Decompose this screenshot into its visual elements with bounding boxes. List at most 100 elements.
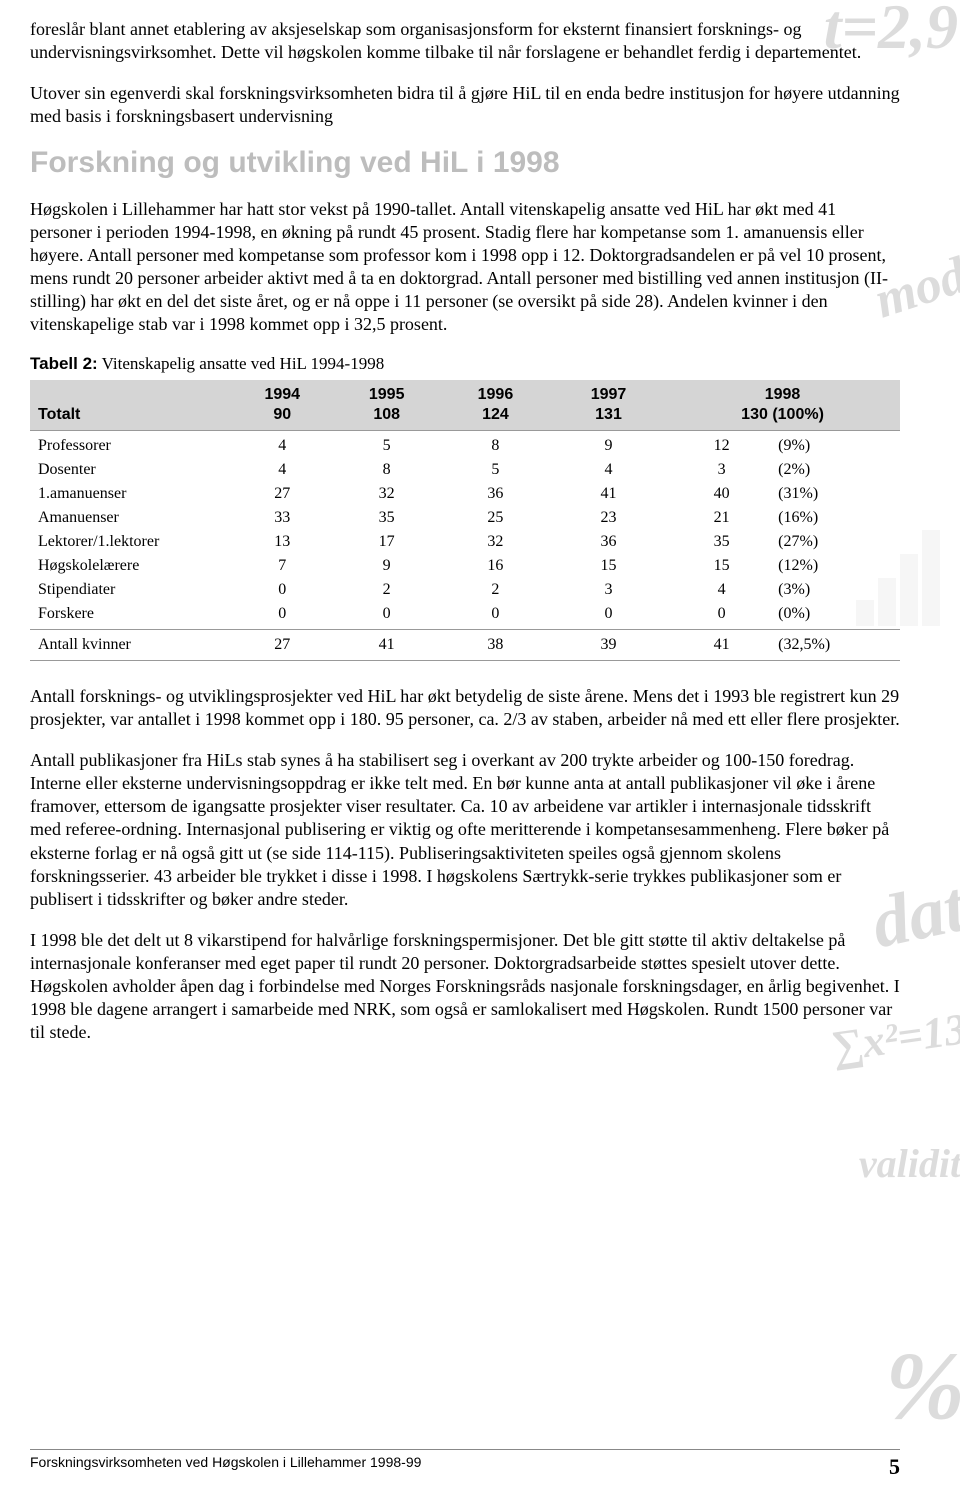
page-number: 5 [889, 1454, 900, 1480]
cell: 13 [230, 530, 334, 554]
cell-pct: (16%) [778, 506, 900, 530]
staff-table: 1994 1995 1996 1997 1998 Totalt 90 108 1… [30, 380, 900, 661]
paragraph: Høgskolen i Lillehammer har hatt stor ve… [30, 198, 900, 336]
paragraph: foreslår blant annet etablering av aksje… [30, 18, 900, 64]
cell-pct: (32,5%) [778, 630, 900, 661]
table-caption-text: Vitenskapelig ansatte ved HiL 1994-1998 [98, 354, 385, 373]
col-year: 1998 [665, 380, 900, 406]
paragraph: I 1998 ble det delt ut 8 vikarstipend fo… [30, 929, 900, 1044]
cell: 8 [439, 431, 552, 459]
cell: 0 [665, 602, 778, 630]
table-header-row: 1994 1995 1996 1997 1998 [30, 380, 900, 406]
cell: 9 [334, 554, 438, 578]
cell: 35 [334, 506, 438, 530]
row-label: Stipendiater [30, 578, 230, 602]
cell-pct: (2%) [778, 458, 900, 482]
paragraph: Antall forsknings- og utviklingsprosjekt… [30, 685, 900, 731]
cell: 17 [334, 530, 438, 554]
cell: 33 [230, 506, 334, 530]
table-row: Amanuenser3335252321(16%) [30, 506, 900, 530]
table-row: Professorer458912(9%) [30, 431, 900, 459]
col-year: 1997 [552, 380, 665, 406]
row-label: Amanuenser [30, 506, 230, 530]
cell-pct: (0%) [778, 602, 900, 630]
cell-pct: (9%) [778, 431, 900, 459]
cell: 0 [230, 578, 334, 602]
cell: 4 [230, 431, 334, 459]
watermark-validitet: validitet [859, 1140, 960, 1187]
cell: 21 [665, 506, 778, 530]
paragraph: Utover sin egenverdi skal forskningsvirk… [30, 82, 900, 128]
cell: 39 [552, 630, 665, 661]
row-label: Høgskolelærere [30, 554, 230, 578]
table-totals-row: Totalt 90 108 124 131 130 (100%) [30, 406, 900, 431]
cell-pct: (31%) [778, 482, 900, 506]
cell-pct: (3%) [778, 578, 900, 602]
cell: 5 [334, 431, 438, 459]
cell: 0 [552, 602, 665, 630]
total-cell: 124 [439, 406, 552, 431]
table-caption-label: Tabell 2: [30, 354, 98, 373]
col-year: 1995 [334, 380, 438, 406]
cell: 35 [665, 530, 778, 554]
cell-pct: (12%) [778, 554, 900, 578]
cell-pct: (27%) [778, 530, 900, 554]
row-label: Antall kvinner [30, 630, 230, 661]
cell: 40 [665, 482, 778, 506]
cell: 0 [230, 602, 334, 630]
cell: 25 [439, 506, 552, 530]
cell: 15 [552, 554, 665, 578]
cell: 36 [439, 482, 552, 506]
cell: 32 [334, 482, 438, 506]
row-label: Forskere [30, 602, 230, 630]
cell: 27 [230, 482, 334, 506]
table-caption: Tabell 2: Vitenskapelig ansatte ved HiL … [30, 354, 900, 374]
col-year: 1996 [439, 380, 552, 406]
cell: 23 [552, 506, 665, 530]
page-footer: Forskningsvirksomheten ved Høgskolen i L… [30, 1449, 900, 1480]
cell: 38 [439, 630, 552, 661]
cell: 12 [665, 431, 778, 459]
col-year: 1994 [230, 380, 334, 406]
cell: 7 [230, 554, 334, 578]
table-row: Stipendiater02234(3%) [30, 578, 900, 602]
cell: 0 [334, 602, 438, 630]
cell: 5 [439, 458, 552, 482]
section-heading: Forskning og utvikling ved HiL i 1998 [30, 146, 900, 180]
table-row: 1.amanuenser2732364140(31%) [30, 482, 900, 506]
cell: 4 [552, 458, 665, 482]
cell: 41 [665, 630, 778, 661]
table-row: Høgskolelærere79161515(12%) [30, 554, 900, 578]
cell: 3 [665, 458, 778, 482]
cell: 4 [665, 578, 778, 602]
table-row-kvinner: Antall kvinner2741383941(32,5%) [30, 630, 900, 661]
total-cell: 131 [552, 406, 665, 431]
row-label: Dosenter [30, 458, 230, 482]
cell: 27 [230, 630, 334, 661]
paragraph: Antall publikasjoner fra HiLs stab synes… [30, 749, 900, 910]
cell: 0 [439, 602, 552, 630]
cell: 32 [439, 530, 552, 554]
total-cell: 108 [334, 406, 438, 431]
cell: 36 [552, 530, 665, 554]
watermark-percent: % [885, 1330, 960, 1441]
row-label: Lektorer/1.lektorer [30, 530, 230, 554]
table-row: Forskere00000(0%) [30, 602, 900, 630]
cell: 2 [439, 578, 552, 602]
total-cell: 90 [230, 406, 334, 431]
table-row: Lektorer/1.lektorer1317323635(27%) [30, 530, 900, 554]
page-content: foreslår blant annet etablering av aksje… [30, 18, 900, 1044]
cell: 41 [552, 482, 665, 506]
cell: 8 [334, 458, 438, 482]
cell: 9 [552, 431, 665, 459]
cell: 16 [439, 554, 552, 578]
cell: 2 [334, 578, 438, 602]
cell: 3 [552, 578, 665, 602]
totals-label: Totalt [30, 406, 230, 431]
cell: 15 [665, 554, 778, 578]
footer-text: Forskningsvirksomheten ved Høgskolen i L… [30, 1454, 421, 1480]
cell: 4 [230, 458, 334, 482]
table-row: Dosenter48543(2%) [30, 458, 900, 482]
row-label: 1.amanuenser [30, 482, 230, 506]
cell: 41 [334, 630, 438, 661]
